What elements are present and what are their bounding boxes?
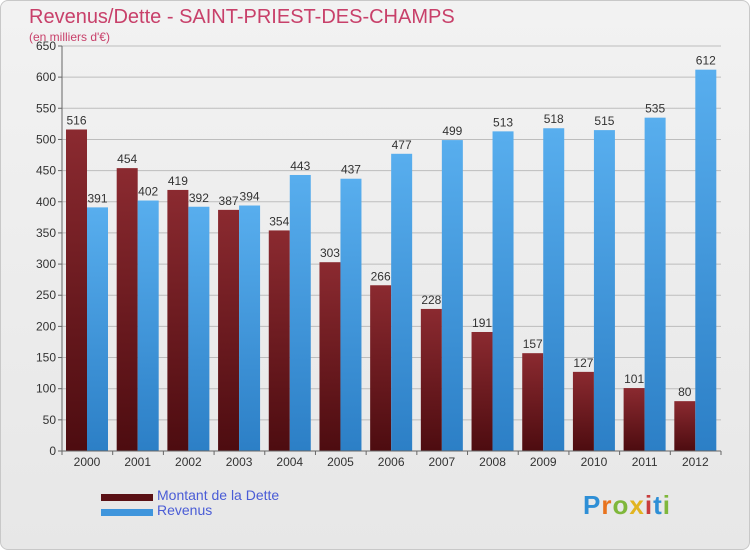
legend-swatch-revenue: [101, 509, 153, 516]
bar-debt: [116, 168, 138, 451]
brand-logo: Proxiti: [583, 490, 671, 521]
y-tick-label: 50: [43, 413, 57, 427]
value-label-revenue: 391: [87, 191, 107, 205]
bar-revenue: [441, 140, 463, 452]
bar-debt: [420, 308, 442, 451]
x-axis-ticks: 2000 2001 2002 2003 2004 2005 2006 2007 2008 2009…: [61, 451, 722, 469]
y-tick-label: 150: [36, 351, 56, 365]
bar-debt: [572, 371, 594, 451]
value-label-revenue: 477: [392, 138, 412, 152]
bar-revenue: [391, 153, 413, 452]
value-label-debt: 127: [573, 356, 593, 370]
y-tick-label: 300: [36, 257, 56, 271]
bar-revenue: [593, 130, 615, 451]
y-tick-label: 600: [36, 70, 56, 84]
value-label-revenue: 437: [341, 163, 361, 177]
bar-revenue: [188, 206, 210, 451]
value-label-revenue: 518: [544, 112, 564, 126]
value-label-revenue: 515: [594, 114, 614, 128]
brand-letter: x: [629, 490, 645, 520]
x-tick-label: 2011: [632, 455, 658, 469]
x-tick-label: 2002: [175, 455, 202, 469]
x-tick-label: 2008: [479, 455, 506, 469]
y-tick-label: 400: [36, 195, 56, 209]
value-label-debt: 228: [421, 293, 441, 307]
value-label-debt: 419: [168, 174, 188, 188]
brand-letter: P: [583, 490, 602, 520]
value-label-debt: 354: [269, 214, 289, 228]
legend-label-debt: Montant de la Dette: [157, 487, 280, 503]
x-tick-label: 2007: [428, 455, 455, 469]
value-label-revenue: 612: [696, 54, 716, 68]
y-tick-label: 450: [36, 164, 56, 178]
chart-title: Revenus/Dette - SAINT-PRIEST-DES-CHAMPS: [29, 6, 455, 28]
bar-revenue: [340, 178, 362, 451]
y-tick-label: 500: [36, 132, 56, 146]
chart-subtitle: (en milliers d'€): [29, 30, 110, 44]
y-tick-label: 350: [36, 226, 56, 240]
value-label-debt: 454: [117, 152, 137, 166]
bar-debt: [522, 353, 544, 451]
legend-label-revenue: Revenus: [157, 502, 213, 518]
bar-debt: [370, 285, 392, 451]
x-tick-label: 2003: [226, 455, 253, 469]
bar-revenue: [137, 200, 159, 451]
value-label-debt: 101: [624, 372, 644, 386]
y-tick-label: 650: [36, 39, 56, 53]
brand-letter: r: [601, 490, 613, 520]
bar-revenue: [289, 174, 311, 451]
bar-debt: [167, 189, 189, 451]
bar-debt: [218, 209, 240, 451]
value-label-revenue: 443: [290, 159, 310, 173]
value-label-debt: 516: [66, 113, 86, 127]
x-tick-label: 2006: [378, 455, 405, 469]
y-tick-label: 550: [36, 101, 56, 115]
bar-debt: [268, 230, 290, 451]
y-tick-label: 250: [36, 288, 56, 302]
bars: [66, 69, 717, 452]
value-label-debt: 191: [472, 316, 492, 330]
value-label-revenue: 394: [240, 190, 260, 204]
bar-revenue: [239, 205, 261, 451]
value-label-debt: 80: [678, 385, 692, 399]
value-label-debt: 303: [320, 246, 340, 260]
bar-revenue: [695, 69, 717, 451]
bar-debt: [623, 388, 645, 451]
value-label-debt: 266: [371, 269, 391, 283]
value-label-revenue: 535: [645, 102, 665, 116]
y-tick-label: 100: [36, 382, 56, 396]
x-tick-label: 2005: [327, 455, 354, 469]
bar-revenue: [644, 117, 666, 452]
bar-revenue: [543, 128, 565, 451]
x-tick-label: 2004: [276, 455, 303, 469]
brand-letter: i: [662, 490, 671, 520]
y-tick-label: 200: [36, 319, 56, 333]
bar-debt: [674, 401, 696, 451]
y-axis-ticks: 0 50 100 150 200 250 300 350 400 450 500 550 600 650: [36, 39, 62, 458]
bar-debt: [319, 262, 341, 451]
bar-revenue: [492, 131, 514, 451]
bar-debt: [66, 129, 87, 451]
value-label-revenue: 513: [493, 115, 513, 129]
y-tick-label: 0: [49, 444, 56, 458]
x-tick-label: 2010: [581, 455, 608, 469]
value-label-revenue: 499: [442, 124, 462, 138]
bar-revenue: [87, 207, 108, 451]
brand-letter: t: [653, 490, 663, 520]
x-tick-label: 2001: [124, 455, 151, 469]
bar-debt: [471, 331, 493, 451]
brand-letter: o: [612, 490, 630, 520]
x-tick-label: 2012: [682, 455, 709, 469]
value-label-debt: 387: [219, 194, 239, 208]
value-label-revenue: 402: [138, 185, 158, 199]
brand-letter: i: [644, 490, 654, 520]
x-tick-label: 2009: [530, 455, 557, 469]
value-label-debt: 157: [523, 337, 543, 351]
x-tick-label: 2000: [74, 455, 101, 469]
value-label-revenue: 392: [189, 191, 209, 205]
legend-swatch-debt: [101, 494, 153, 501]
